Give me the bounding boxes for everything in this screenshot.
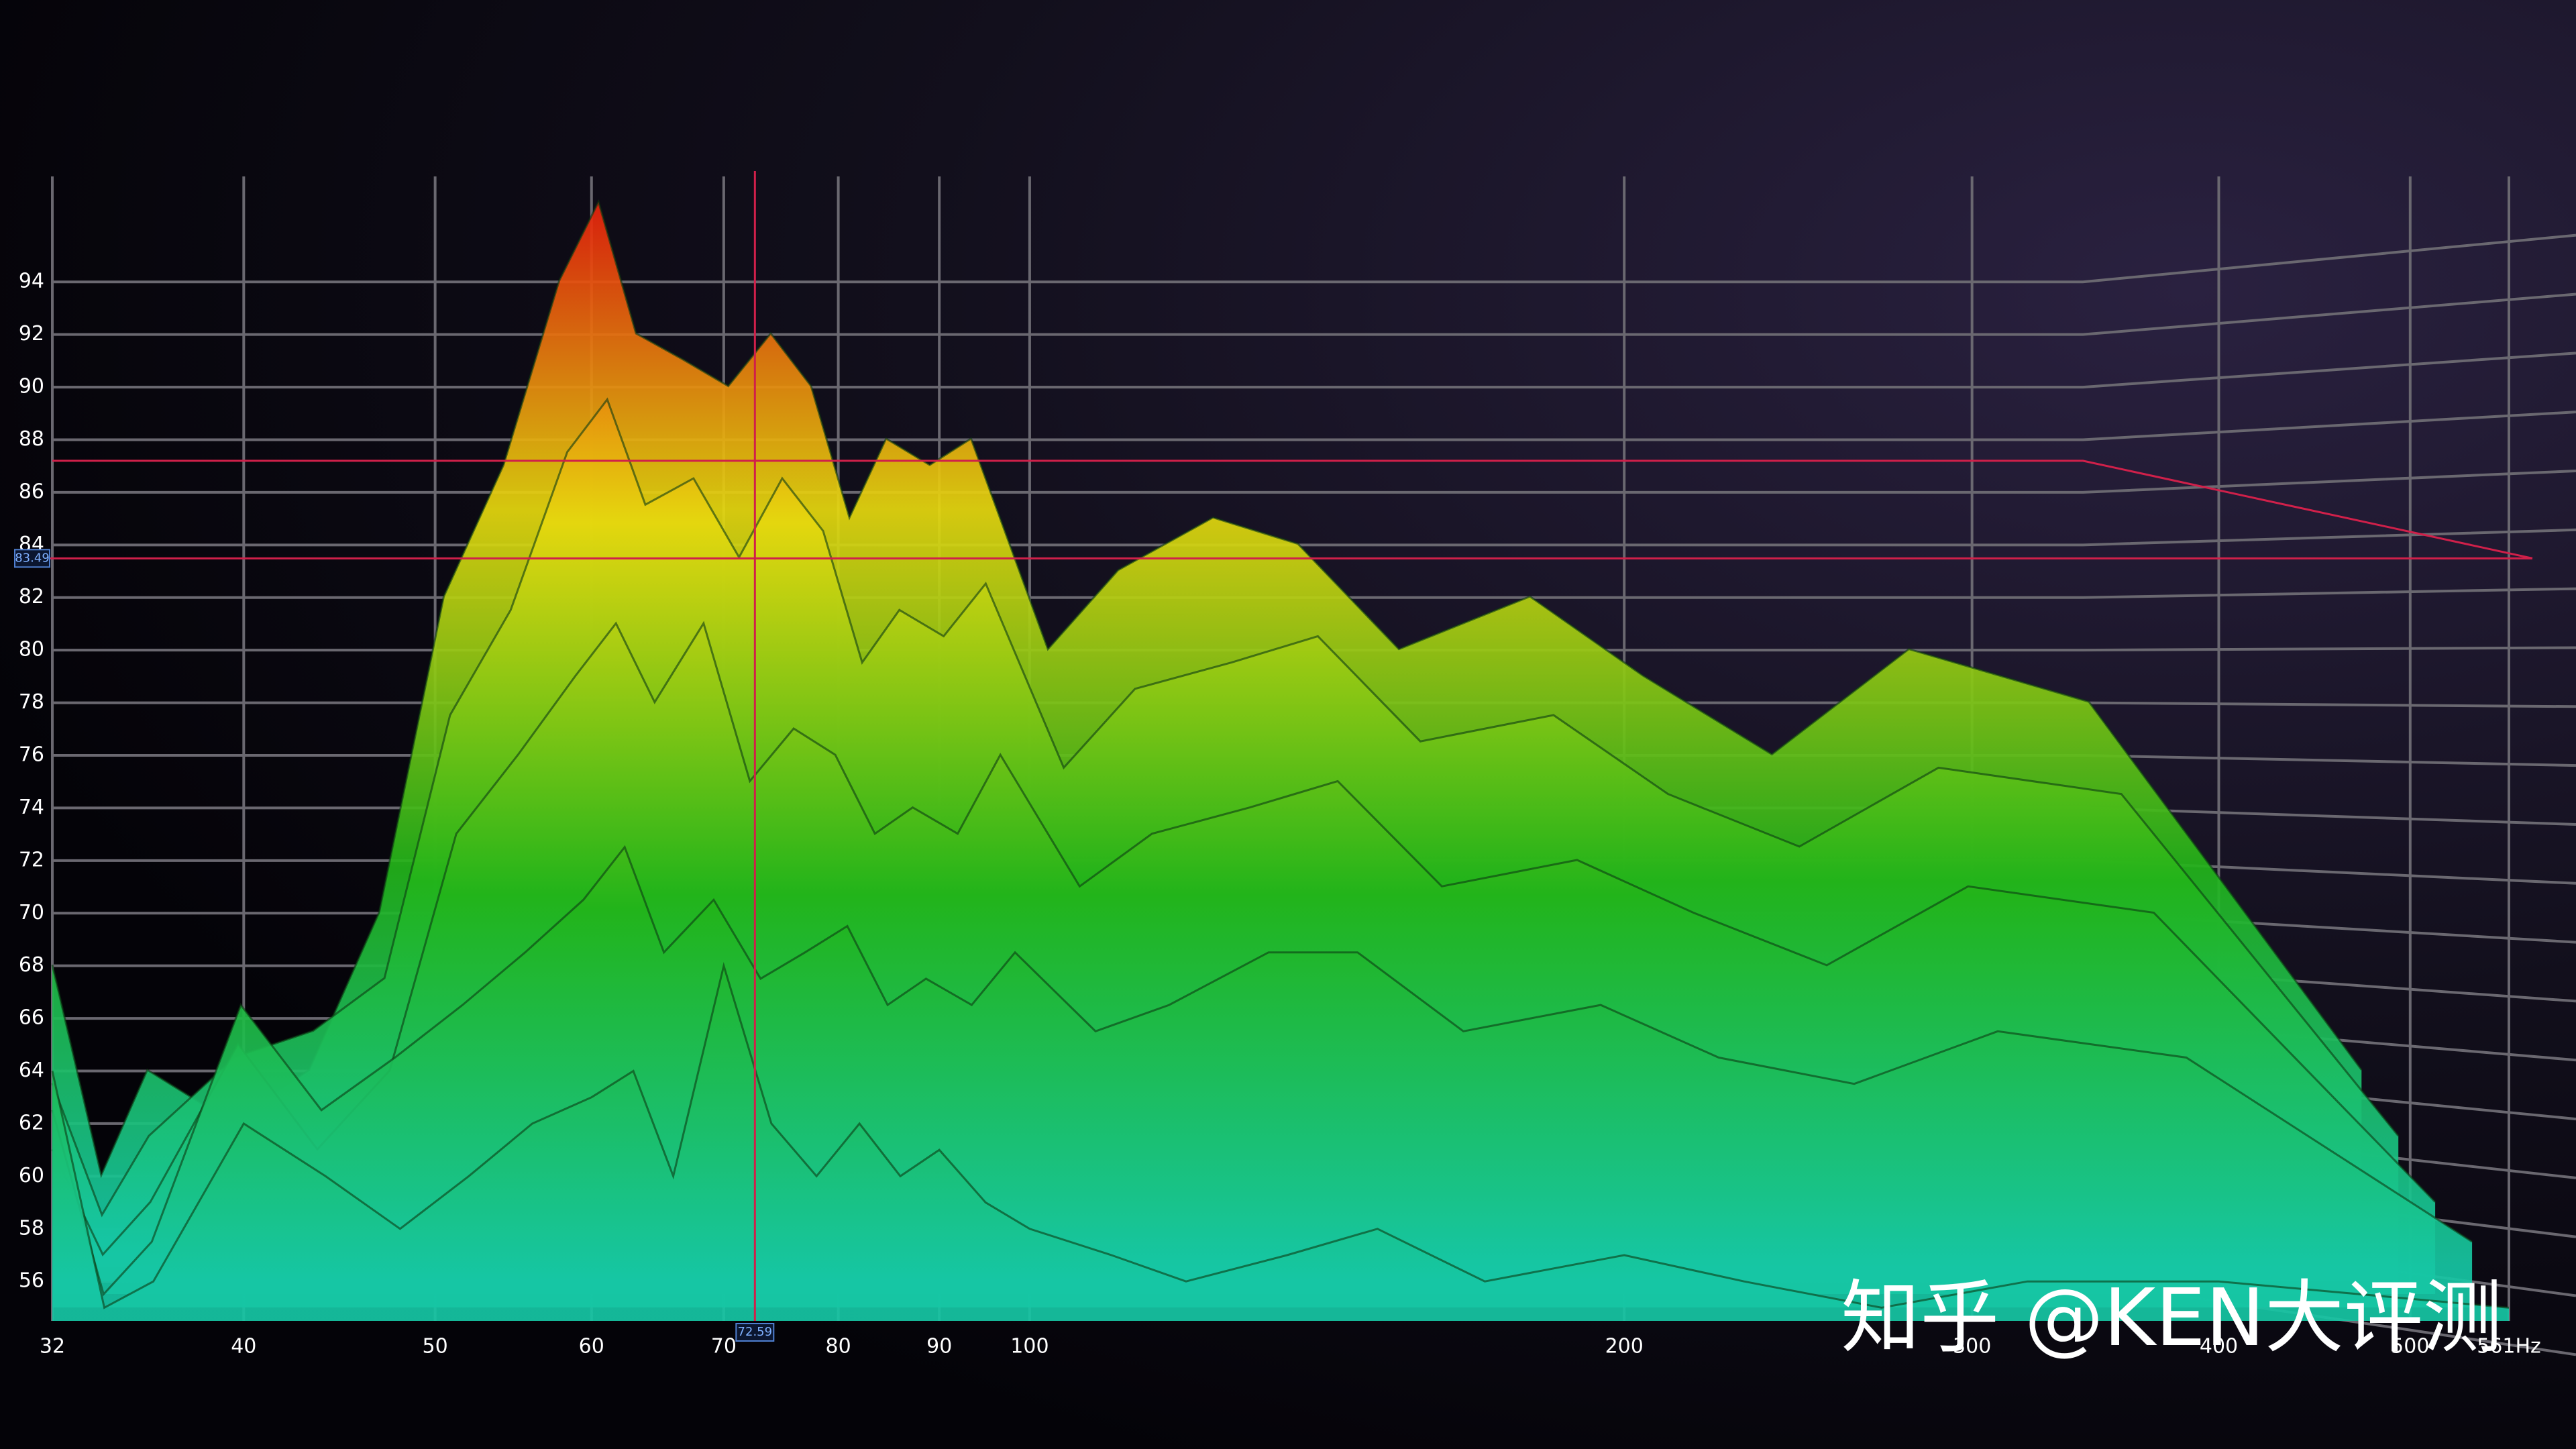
y-tick-label: 76 xyxy=(19,743,44,767)
x-tick-label: 561Hz xyxy=(2477,1335,2541,1358)
x-tick-label: 300 xyxy=(1953,1335,1991,1358)
y-tick-label: 70 xyxy=(19,901,44,924)
x-tick-label: 40 xyxy=(231,1335,256,1358)
x-tick-label: 32 xyxy=(40,1335,65,1358)
grid-line xyxy=(52,292,2576,336)
cursor-y-box xyxy=(14,549,50,568)
y-tick-label: 86 xyxy=(19,480,44,503)
cursor-y-label: 83.49 xyxy=(15,551,50,565)
reference-line xyxy=(52,460,2533,559)
slice-ridge xyxy=(51,961,2510,1309)
grid-line xyxy=(52,233,2576,284)
x-tick-label: 50 xyxy=(423,1335,448,1358)
y-tick-label: 90 xyxy=(19,375,44,398)
x-tick-label: 100 xyxy=(1010,1335,1049,1358)
x-tick-label: 90 xyxy=(926,1335,952,1358)
cursor-x-label: 72.59 xyxy=(738,1325,773,1339)
y-tick-label: 80 xyxy=(19,638,44,661)
x-tick-label: 60 xyxy=(579,1335,604,1358)
y-tick-label: 66 xyxy=(19,1006,44,1030)
x-tick-label: 200 xyxy=(1605,1335,1644,1358)
y-tick-label: 72 xyxy=(19,848,44,871)
watermark: 知乎 @KEN大评测 xyxy=(1841,1271,2502,1364)
slice-ridge xyxy=(51,397,2400,1218)
y-tick-label: 56 xyxy=(19,1269,44,1293)
slice-area xyxy=(52,965,2509,1321)
y-tick-label: 58 xyxy=(19,1216,44,1240)
y-tick-label: 92 xyxy=(19,322,44,345)
x-tick-label: 400 xyxy=(2200,1335,2238,1358)
cursor-x-box xyxy=(735,1323,775,1342)
y-tick-label: 78 xyxy=(19,690,44,714)
y-tick-label: 74 xyxy=(19,796,44,819)
x-tick-label: 80 xyxy=(826,1335,851,1358)
slice-ridge xyxy=(51,199,2363,1179)
waterfall xyxy=(51,199,2510,1321)
x-tick-label: 70 xyxy=(711,1335,737,1358)
x-tick-label: 500 xyxy=(2391,1335,2429,1358)
slice-ridge xyxy=(51,845,2473,1297)
y-tick-label: 82 xyxy=(19,585,44,608)
y-tick-label: 62 xyxy=(19,1111,44,1134)
y-tick-label: 88 xyxy=(19,427,44,451)
y-tick-label: 64 xyxy=(19,1059,44,1082)
overlay: 83.49 72.59 xyxy=(14,171,2533,1342)
y-tick-label: 94 xyxy=(19,270,44,293)
y-tick-label: 68 xyxy=(19,953,44,977)
y-tick-label: 60 xyxy=(19,1164,44,1187)
